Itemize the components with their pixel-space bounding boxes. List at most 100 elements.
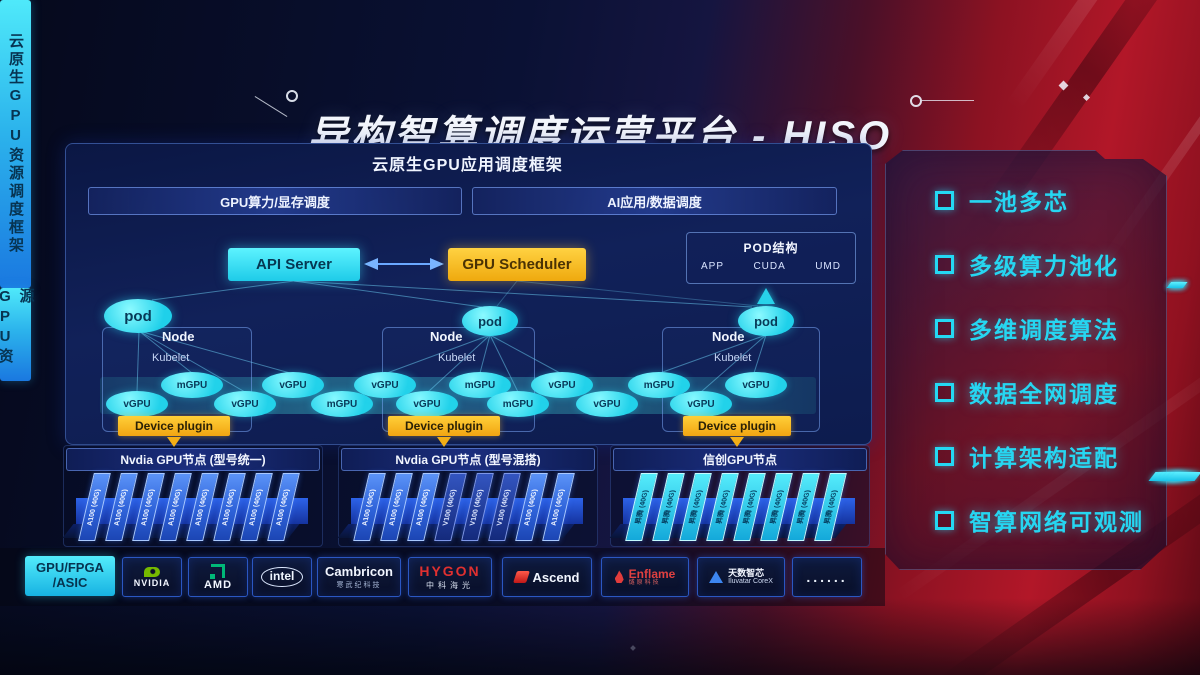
device-plugin-box: Device plugin (683, 416, 791, 436)
nvidia-wordmark: NVIDIA (133, 577, 171, 588)
checkbox-bullet-icon (935, 446, 954, 466)
pool-label-line2: /ASIC (52, 575, 88, 590)
iluvatar-wordmark: Iluvatar CoreX (728, 578, 773, 586)
kubelet-label: Kubelet (438, 352, 476, 364)
pod-struct-item: CUDA (753, 261, 786, 272)
gpu-card-label: A100 (40G) (140, 488, 157, 526)
gpu-ellipse-vgpu: vGPU (106, 391, 168, 417)
node-label: Node (712, 329, 745, 344)
glint-icon (1082, 93, 1091, 102)
pod-structure-items: APP CUDA UMD (687, 256, 855, 272)
gpu-card-label: A100 (40G) (194, 488, 211, 526)
cambricon-chinese-name: 寒武纪科技 (336, 582, 382, 589)
node-label: Node (430, 329, 463, 344)
gpu-fpga-asic-label: GPU/FPGA /ASIC (25, 556, 115, 596)
iluvatar-row: 天数智芯 Iluvatar CoreX (709, 567, 773, 586)
gpu-ellipse-mgpu: mGPU (161, 372, 223, 398)
feature-item: 一池多芯 (935, 187, 1144, 215)
gpu-group: Nvdia GPU节点 (型号混搭) A100 (40G) A100 (40G) A1… (337, 445, 598, 547)
gpu-card-label: A100 (40G) (415, 488, 432, 526)
gpu-card-label: V100 (40G) (496, 488, 513, 526)
device-plugin-arrow-icon (437, 437, 451, 447)
gpu-group: 信创GPU节点 昇腾 (40G) 昇腾 (40G) 昇腾 (40G) 昇腾 (40G) 昇… (609, 445, 870, 547)
pod-up-arrow-icon (757, 288, 775, 304)
light-streak (1005, 0, 1200, 112)
sidebar-label-gpu-resources: GPU资源 (0, 288, 35, 381)
feature-item: 多维调度算法 (935, 315, 1144, 343)
title-decor-circle-left (286, 90, 298, 102)
gpu-compute-scheduling-bar: GPU算力/显存调度 (88, 187, 462, 215)
iluvatar-logo: 天数智芯 Iluvatar CoreX (697, 557, 785, 597)
enflame-col: Enflame 燧原科技 (628, 566, 676, 587)
enflame-row: Enflame 燧原科技 (614, 566, 676, 587)
pod-struct-item: UMD (815, 261, 841, 272)
node-label: Node (162, 329, 195, 344)
gpu-card-label: A100 (40G) (221, 488, 238, 526)
gpu-ellipse-vgpu: vGPU (670, 391, 732, 417)
pod-structure-box: POD结构 APP CUDA UMD (686, 232, 856, 284)
gpu-card-label: A100 (40G) (248, 488, 265, 526)
gpu-group: Nvdia GPU节点 (型号统一) A100 (40G) A100 (40G) A1… (62, 445, 323, 547)
checkbox-bullet-icon (935, 318, 954, 338)
pod-ellipse: pod (104, 299, 172, 333)
glint-icon (1058, 80, 1069, 91)
nvidia-eye-icon (144, 566, 160, 577)
framework-title: 云原生GPU应用调度框架 (372, 157, 563, 174)
gpu-ellipse-vgpu: vGPU (354, 372, 416, 398)
amd-wordmark: AMD (203, 578, 233, 591)
iluvatar-col: 天数智芯 Iluvatar CoreX (728, 567, 773, 586)
gpu-card-label: A100 (40G) (113, 488, 130, 526)
amd-arrow-icon (210, 563, 225, 579)
pod-structure-title: POD结构 (743, 241, 799, 255)
sidebar-label-cloud-gpu-framework: 云原生GPU资源调度框架 (0, 0, 31, 288)
intel-wordmark: intel (260, 567, 304, 587)
gpu-card-label: A100 (40G) (550, 488, 567, 526)
feature-list: 一池多芯多级算力池化多维调度算法 数据全网调度计算架构适配 智算网络可观测 (935, 187, 1144, 535)
hygon-logo: HYGON 中科海光 (408, 557, 492, 597)
nvidia-logo: NVIDIA (122, 557, 182, 597)
checkbox-bullet-icon (935, 190, 954, 210)
iluvatar-triangle-icon (709, 571, 724, 583)
hygon-wordmark: HYGON (419, 563, 481, 579)
feature-item: 计算架构适配 (935, 443, 1144, 471)
gpu-card-label: A100 (40G) (275, 488, 292, 526)
gpu-scheduler-box: GPU Scheduler (448, 248, 586, 281)
pod-ellipse: pod (462, 306, 518, 336)
ascend-wordmark: Ascend (532, 569, 580, 585)
hazard-stripe-icon (1168, 472, 1200, 481)
enflame-chinese-name: 燧原科技 (628, 580, 661, 587)
gpu-group-header: Nvdia GPU节点 (型号混搭) (341, 448, 595, 471)
cambricon-logo: Cambricon 寒武纪科技 (317, 557, 401, 597)
feature-item: 智算网络可观测 (935, 507, 1144, 535)
more-logo: ...... (792, 557, 862, 597)
enflame-wordmark: Enflame (628, 566, 676, 581)
gpu-group-header: Nvdia GPU节点 (型号统一) (66, 448, 320, 471)
amd-logo: AMD (188, 557, 248, 597)
gpu-ellipse-vgpu: vGPU (396, 391, 458, 417)
ai-data-scheduling-bar: AI应用/数据调度 (472, 187, 837, 215)
title-decor-circle-right (910, 95, 922, 107)
gpu-card-label: A100 (40G) (86, 488, 103, 526)
device-plugin-box: Device plugin (388, 416, 500, 436)
feature-label: 多级算力池化 (969, 253, 1119, 279)
hazard-stripe-icon (1166, 282, 1188, 288)
gpu-card-label: A100 (40G) (361, 488, 378, 526)
device-plugin-arrow-icon (730, 437, 744, 447)
checkbox-bullet-icon (935, 382, 954, 402)
iluvatar-chinese-name: 天数智芯 (728, 567, 765, 578)
bottom-shade (0, 598, 1200, 675)
feature-label: 智算网络可观测 (969, 509, 1144, 535)
gpu-card-label: A100 (40G) (388, 488, 405, 526)
feature-label: 计算架构适配 (969, 445, 1119, 471)
kubelet-label: Kubelet (714, 352, 752, 364)
feature-panel (885, 150, 1167, 570)
more-vendors-dots: ...... (806, 569, 848, 585)
gpu-ellipse-vgpu: vGPU (725, 372, 787, 398)
intel-logo: intel (252, 557, 312, 597)
gpu-ellipse-vgpu: vGPU (262, 372, 324, 398)
pod-ellipse: pod (738, 306, 794, 336)
checkbox-bullet-icon (935, 510, 954, 530)
kubelet-label: Kubelet (152, 352, 190, 364)
feature-item: 数据全网调度 (935, 379, 1144, 407)
